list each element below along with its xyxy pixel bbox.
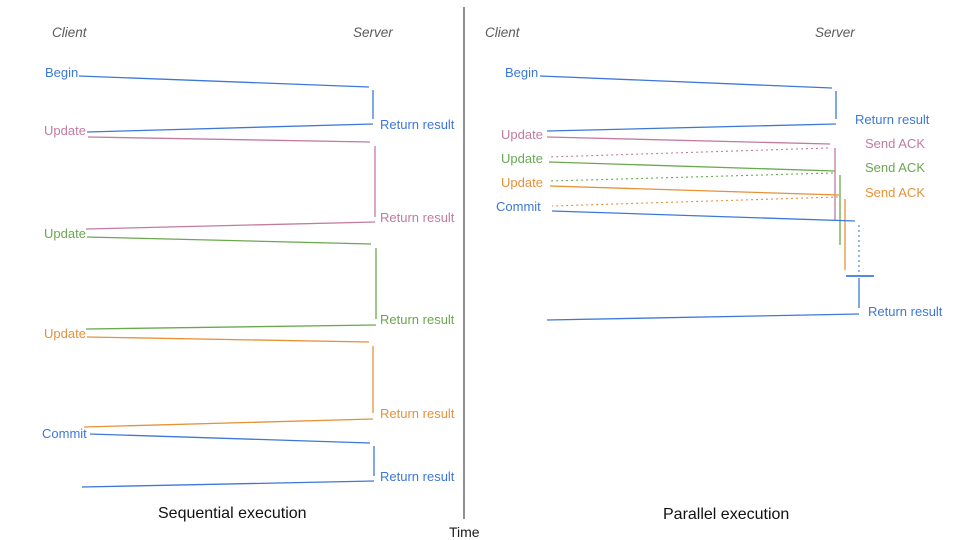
par-update2-request-arrow — [548, 161, 836, 172]
seq-update1-return-arrow — [85, 221, 376, 230]
par-update2-label: Update — [501, 151, 543, 166]
par-update1-label: Update — [501, 127, 543, 142]
seq-begin-return-arrow — [86, 123, 374, 133]
par-update3-ack-label: Send ACK — [865, 185, 925, 200]
par-commit-request-arrow — [551, 210, 856, 222]
seq-update1-request-arrow — [87, 136, 371, 143]
seq-update2-label: Update — [44, 226, 86, 241]
sequential-diagram-arrows — [78, 75, 377, 488]
par-commit-response-label: Return result — [868, 304, 943, 319]
par-begin-label: Begin — [505, 65, 539, 80]
seq-update3-label: Update — [44, 326, 86, 341]
seq-update3-request-arrow — [86, 336, 370, 343]
par-update2-ack-dotted-arrow — [549, 172, 834, 182]
par-update1-ack-label: Send ACK — [865, 136, 925, 151]
par-update3-label: Update — [501, 175, 543, 190]
par-update2-ack-label: Send ACK — [865, 160, 925, 175]
seq-update3-response-label: Return result — [380, 406, 455, 421]
seq-update2-return-arrow — [85, 324, 377, 330]
sequential-server-header: Server — [353, 25, 393, 40]
seq-commit-request-arrow — [89, 433, 371, 444]
time-axis-label: Time — [449, 524, 480, 540]
par-begin-request-arrow — [539, 75, 833, 89]
par-begin-return-arrow — [546, 123, 837, 132]
seq-commit-response-label: Return result — [380, 469, 455, 484]
seq-commit-return-arrow — [81, 480, 375, 488]
seq-update3-return-arrow — [83, 418, 374, 428]
par-begin-response-label: Return result — [855, 112, 930, 127]
par-commit-return-arrow — [546, 313, 860, 321]
parallel-caption: Parallel execution — [663, 506, 790, 523]
par-commit-label: Commit — [496, 199, 541, 214]
seq-update1-response-label: Return result — [380, 210, 455, 225]
seq-update2-request-arrow — [86, 236, 372, 245]
parallel-diagram-arrows — [539, 75, 874, 321]
seq-commit-label: Commit — [42, 426, 87, 441]
sequential-caption: Sequential execution — [158, 505, 307, 522]
seq-update1-label: Update — [44, 123, 86, 138]
par-update3-ack-dotted-arrow — [551, 196, 839, 207]
sequential-client-header: Client — [52, 25, 87, 40]
par-update3-request-arrow — [549, 185, 840, 196]
seq-begin-response-label: Return result — [380, 117, 455, 132]
par-update1-ack-dotted-arrow — [547, 147, 829, 158]
seq-begin-request-arrow — [78, 75, 370, 88]
parallel-client-header: Client — [485, 25, 520, 40]
seq-update2-response-label: Return result — [380, 312, 455, 327]
seq-begin-label: Begin — [45, 65, 79, 80]
parallel-server-header: Server — [815, 25, 855, 40]
par-update1-request-arrow — [546, 136, 831, 145]
